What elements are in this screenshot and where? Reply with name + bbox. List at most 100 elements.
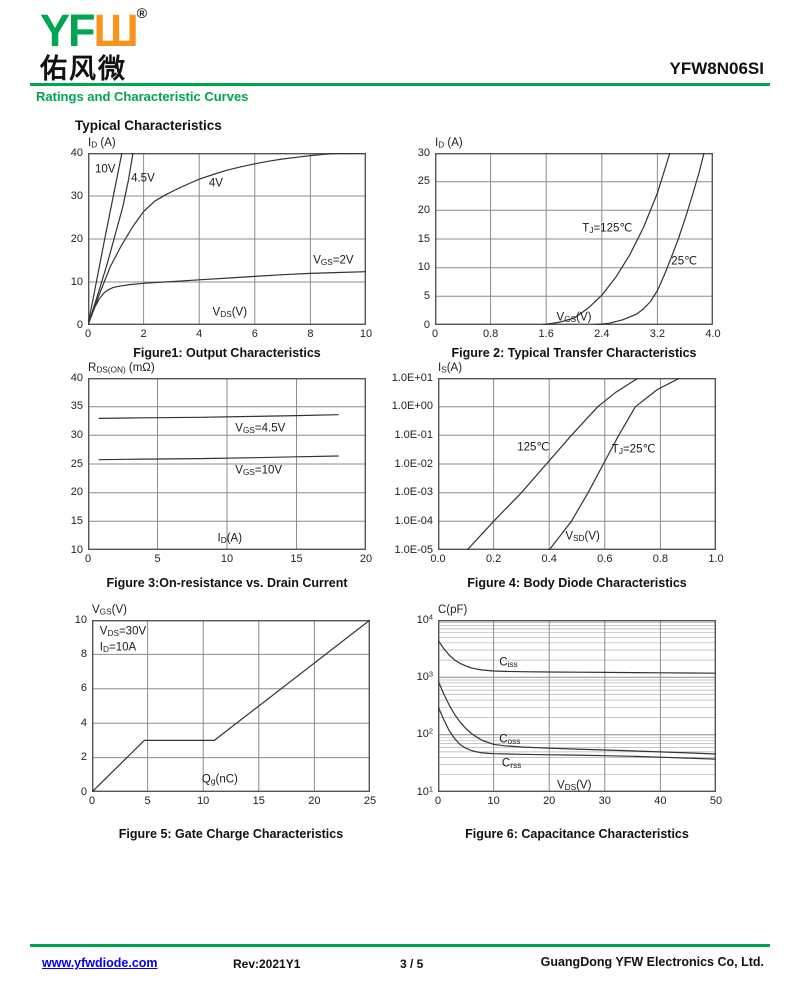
figure-4-body-diode-characteristics: IS(A) 1.0E+01 1.0E+00 1.0E-01 1.0E-02 1.0E-03…: [390, 362, 734, 599]
plot-area: 125℃ TJ=25℃ VSD(V): [437, 377, 717, 551]
y-tick-label: 25: [70, 457, 83, 470]
y-tick-label: 4: [80, 716, 87, 729]
x-tick-label: 25: [363, 795, 377, 807]
curve-gate-charge: [91, 619, 371, 793]
x-tick-label: 0.4: [541, 553, 557, 565]
y-tick-label: 1.0E-05: [394, 543, 433, 556]
curve-VGS=4.5V: [98, 414, 339, 420]
footer-divider: [30, 944, 770, 947]
plot-svg: [437, 619, 717, 793]
x-tick-label: 0.2: [485, 553, 502, 565]
y-tick-label: 10: [417, 261, 430, 274]
x-tick-label: 20: [359, 553, 373, 565]
x-tick-label: 40: [654, 795, 667, 807]
y-tick-label: 101: [416, 783, 433, 798]
y-tick-label: 1.0E-03: [394, 486, 433, 499]
y-tick-label: 40: [70, 371, 83, 384]
logo-chinese-name: 佑风微: [40, 54, 127, 84]
curve-label: 10V: [95, 163, 116, 176]
y-tick-label: 1.0E-02: [394, 457, 433, 470]
curve-label: VSD(V): [565, 530, 600, 544]
y-tick-label: 6: [80, 682, 87, 695]
y-axis-title: RDS(ON) (mΩ): [88, 362, 155, 375]
curve-label: Crss: [501, 757, 522, 770]
curve-label: VGS=4.5V: [235, 422, 286, 435]
curve-125℃: [466, 377, 639, 551]
y-tick-label: 15: [70, 514, 83, 527]
figure-caption: Figure 6: Capacitance Characteristics: [465, 827, 689, 841]
y-axis-title: ID (A): [435, 137, 463, 150]
curve-label: VDS(V): [556, 779, 592, 792]
y-axis-title: VGS(V): [92, 604, 127, 617]
x-tick-label: 6: [251, 328, 258, 340]
curve-label: 125℃: [517, 441, 550, 454]
curve-VGS=4.5V: [87, 152, 134, 326]
x-tick-label: 4.0: [705, 328, 721, 340]
section-title: Ratings and Characteristic Curves: [36, 89, 249, 104]
plot-area: VDS=30V ID=10A Qg(nC): [91, 619, 371, 793]
curve-label: VDS=30V: [99, 625, 147, 638]
curve-25℃: [594, 152, 705, 326]
y-tick-label: 40: [70, 146, 83, 159]
x-tick-label: 10: [359, 328, 373, 340]
curve-label: 4.5V: [131, 172, 155, 185]
y-tick-label: 102: [416, 726, 433, 741]
page-indicator: 3 / 5: [400, 957, 424, 971]
curve-label: VGS(V): [556, 311, 592, 324]
x-tick-label: 0: [84, 328, 92, 340]
plot-svg: [434, 152, 714, 326]
figure-caption: Figure1: Output Characteristics: [133, 346, 321, 360]
y-axis-title: IS(A): [438, 362, 463, 375]
x-tick-label: 3.2: [649, 328, 666, 340]
curve-label: Qg(nC): [201, 773, 238, 786]
curve-label: VGS=2V: [313, 254, 354, 268]
x-tick-label: 0: [434, 795, 442, 807]
y-tick-label: 1.0E-01: [394, 428, 433, 441]
y-tick-label: 10: [70, 543, 83, 556]
x-tick-label: 50: [709, 795, 723, 807]
figure-caption: Figure 2: Typical Transfer Characteristi…: [451, 346, 697, 360]
curve-label: VGS=10V: [235, 464, 283, 477]
x-tick-label: 5: [144, 795, 151, 807]
y-tick-label: 1.0E+00: [391, 400, 433, 413]
logo-text: YFШ®: [40, 5, 148, 56]
y-tick-label: 0: [423, 318, 430, 331]
figure-3-on-resistance-vs-drain-current: RDS(ON) (mΩ) 10 15 20 25 30 35 40 0 5 10 15 20 VGS=4.…: [58, 362, 384, 599]
y-axis-title: C(pF): [438, 604, 468, 616]
x-tick-label: 2.4: [594, 328, 610, 340]
figure-caption: Figure 3:On-resistance vs. Drain Current: [106, 576, 348, 590]
y-tick-label: 1.0E+01: [391, 371, 433, 384]
x-tick-label: 10: [220, 553, 234, 565]
y-tick-label: 5: [423, 289, 430, 302]
y-tick-label: 20: [70, 232, 83, 245]
curve-label: Ciss: [499, 656, 518, 669]
y-tick-label: 8: [80, 647, 87, 660]
x-tick-label: 5: [154, 553, 161, 565]
curve-label: VDS(V): [212, 306, 248, 319]
figure-2-transfer-characteristics: ID (A) 0 5 10 15 20 25 30 0 0.8 1.6 2.4 3.2 4.0 TJ=125…: [405, 137, 731, 369]
x-tick-label: 0.8: [652, 553, 669, 565]
x-tick-label: 15: [252, 795, 265, 807]
x-tick-label: 4: [196, 328, 203, 340]
x-tick-label: 1.6: [538, 328, 554, 340]
curve-Ciss: [437, 639, 717, 674]
plot-svg: [91, 619, 371, 793]
x-tick-label: 30: [598, 795, 611, 807]
page-heading: Typical Characteristics: [75, 118, 222, 133]
y-tick-label: 35: [70, 400, 83, 413]
x-tick-label: 2: [140, 328, 147, 340]
curve-VGS=4V: [87, 152, 367, 326]
website-link[interactable]: www.yfwdiode.com: [42, 956, 158, 970]
y-tick-label: 10: [70, 275, 83, 288]
figure-caption: Figure 5: Gate Charge Characteristics: [118, 827, 344, 841]
revision-label: Rev:2021Y1: [233, 957, 301, 971]
y-tick-label: 20: [417, 203, 430, 216]
figure-5-gate-charge-characteristics: VGS(V) 0 2 4 6 8 10 0 5 10 15 20 25 VDS=30V ID=10A Qg(n…: [62, 604, 388, 850]
curve-label: Coss: [499, 733, 521, 747]
company-name: GuangDong YFW Electronics Co, Ltd.: [540, 955, 764, 969]
figure-caption: Figure 4: Body Diode Characteristics: [467, 576, 687, 590]
curve-label: 4V: [208, 177, 223, 190]
x-tick-label: 15: [290, 553, 303, 565]
x-tick-label: 10: [487, 795, 500, 807]
curve-label: TJ=125℃: [582, 222, 633, 235]
